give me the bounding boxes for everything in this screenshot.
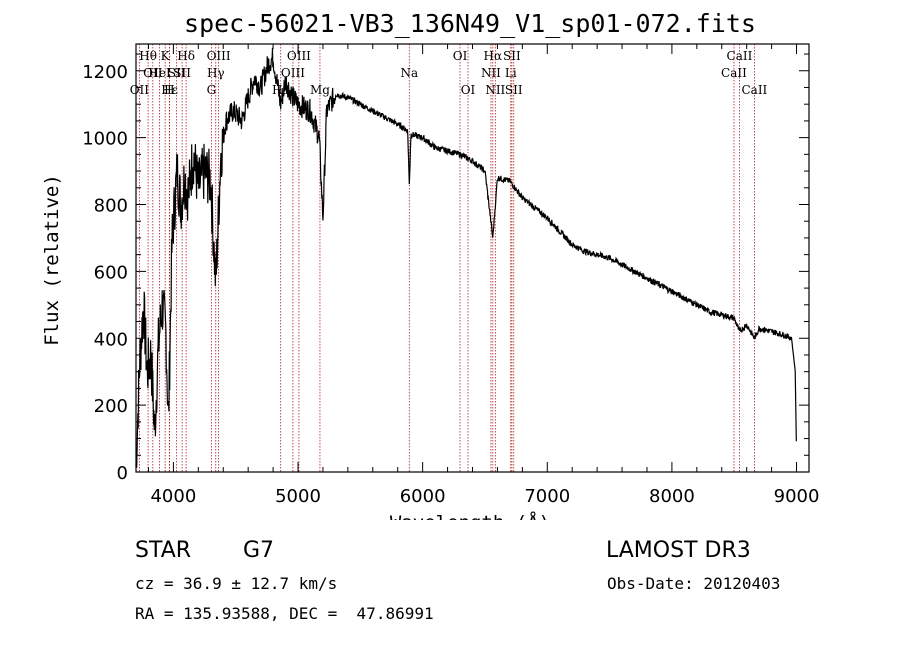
spectrum-line xyxy=(135,47,797,468)
line-label: Na xyxy=(400,66,418,80)
line-label: SII xyxy=(168,66,186,80)
y-axis-label: Flux (relative) xyxy=(41,174,63,346)
object-class: STAR xyxy=(135,538,192,563)
line-label: OII xyxy=(130,83,150,97)
x-tick-label: 8000 xyxy=(649,486,695,507)
line-label: Mg xyxy=(310,83,330,97)
observation-date: Obs-Date: 20120403 xyxy=(607,574,781,593)
x-axis-ticks: 4000 5000 6000 7000 8000 9000 xyxy=(147,44,820,507)
line-label: CaII xyxy=(727,49,753,63)
line-label: Hα xyxy=(484,49,503,63)
x-axis-label: Wavelength (Å) xyxy=(390,511,550,520)
chart-title: spec-56021-VB3_136N49_V1_sp01-072.fits xyxy=(184,9,756,38)
line-label: OIII xyxy=(281,66,305,80)
survey-name: LAMOST DR3 xyxy=(606,538,751,563)
redshift-velocity: cz = 36.9 ± 12.7 km/s xyxy=(135,574,338,593)
line-label: NII xyxy=(481,66,501,80)
line-label: SII xyxy=(505,83,523,97)
line-label: Li xyxy=(505,66,517,80)
y-tick-label: 1000 xyxy=(82,129,128,150)
line-label: OIII xyxy=(207,49,231,63)
line-label: OI xyxy=(461,83,476,97)
line-label: SII xyxy=(503,49,521,63)
y-axis-ticks: 0 200 400 600 800 1000 1200 xyxy=(82,53,809,484)
line-label: NII xyxy=(485,83,505,97)
x-tick-label: 9000 xyxy=(774,486,820,507)
x-tick-label: 6000 xyxy=(400,486,446,507)
x-tick-label: 5000 xyxy=(275,486,321,507)
line-label: H xyxy=(164,83,174,97)
line-label: Hε xyxy=(161,83,178,97)
line-label: K xyxy=(161,49,171,63)
line-label: HeI xyxy=(148,66,171,80)
line-label: CaII xyxy=(741,83,767,97)
line-label: CaII xyxy=(721,66,747,80)
coordinates: RA = 135.93588, DEC = 47.86991 xyxy=(135,604,434,623)
y-tick-label: 600 xyxy=(94,262,128,283)
line-label: OII xyxy=(143,66,163,80)
line-label: G xyxy=(207,83,217,97)
line-label: Hδ xyxy=(177,49,195,63)
y-tick-label: 800 xyxy=(94,196,128,217)
y-tick-label: 0 xyxy=(117,463,128,484)
spectral-line-markers xyxy=(138,44,755,472)
line-label: SII xyxy=(173,66,191,80)
y-tick-label: 200 xyxy=(94,396,128,417)
spectral-subclass: G7 xyxy=(243,538,275,563)
line-label: OIII xyxy=(287,49,311,63)
line-label: OI xyxy=(453,49,468,63)
y-tick-label: 1200 xyxy=(82,62,128,83)
y-tick-label: 400 xyxy=(94,329,128,350)
x-tick-label: 7000 xyxy=(524,486,570,507)
x-tick-label: 4000 xyxy=(150,486,196,507)
line-label: Hγ xyxy=(207,66,225,80)
line-label: Hθ xyxy=(139,49,157,63)
spectrum-chart: spec-56021-VB3_136N49_V1_sp01-072.fits W… xyxy=(41,9,820,534)
